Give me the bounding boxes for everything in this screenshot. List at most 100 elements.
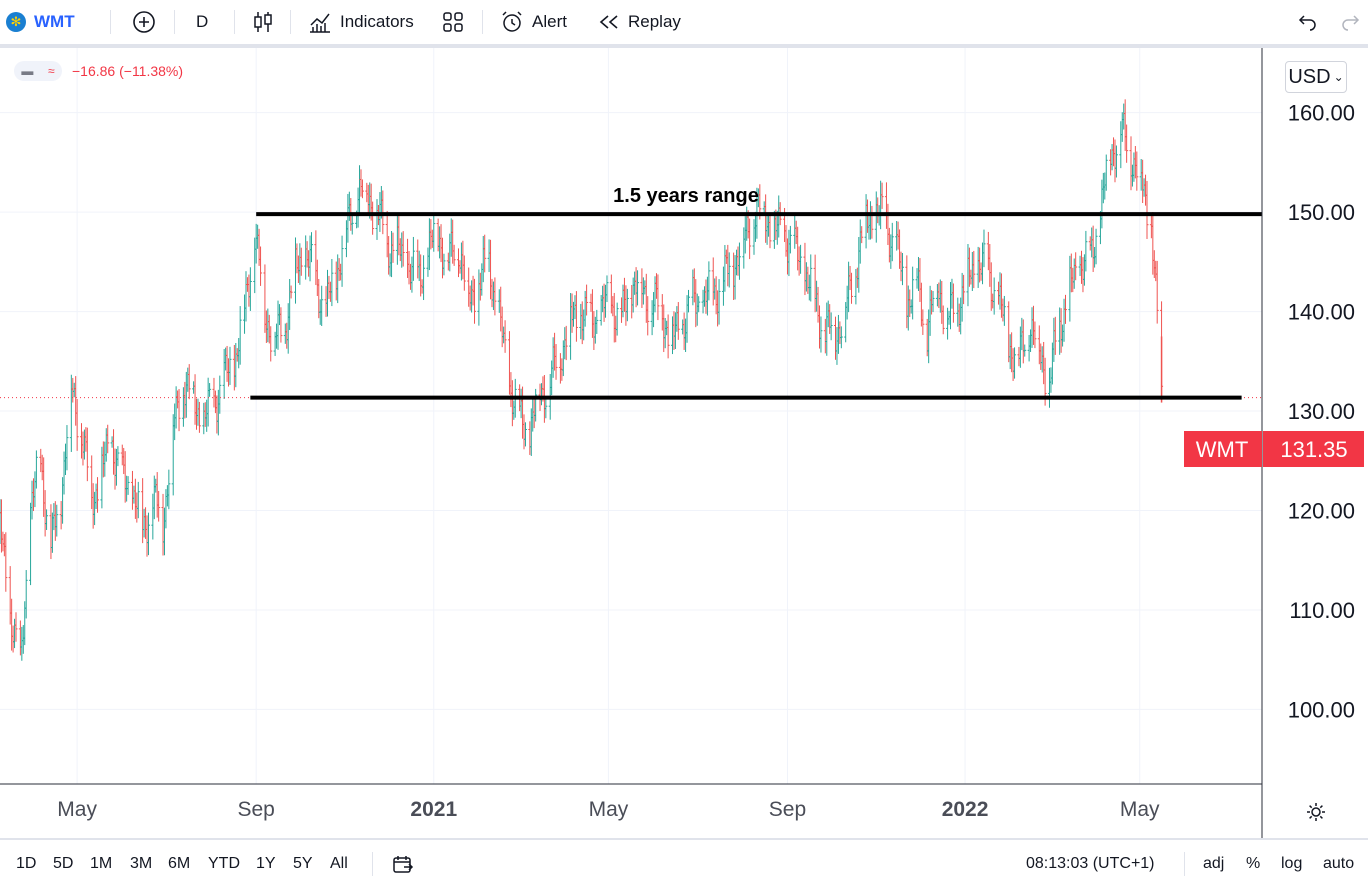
ohlc-bar <box>839 326 843 349</box>
range-label: 6M <box>168 854 191 872</box>
x-tick-label: Sep <box>769 798 806 821</box>
auto-scale-button[interactable]: auto <box>1323 840 1354 887</box>
ohlc-bar <box>493 277 497 316</box>
last-price-value: 131.35 <box>1280 437 1347 462</box>
ohlc-bar <box>646 296 650 336</box>
timezone-button[interactable]: 08:13:03 (UTC+1) <box>1026 840 1155 887</box>
redo-icon <box>1342 15 1360 31</box>
ohlc-bar <box>1023 344 1027 357</box>
indicators-icon <box>310 13 330 33</box>
compare-symbol-button[interactable] <box>132 0 156 44</box>
ohlc-bar <box>503 320 507 353</box>
ohlc-bars <box>0 99 1164 661</box>
adjust-button[interactable]: adj <box>1203 840 1224 887</box>
replay-button[interactable]: Replay <box>598 0 681 44</box>
currency-label: USD <box>1288 65 1331 88</box>
range-label: All <box>330 854 348 872</box>
range-1y-button[interactable]: 1Y <box>256 840 276 887</box>
bottombar-divider <box>1184 852 1185 876</box>
range-3m-button[interactable]: 3M <box>130 840 152 887</box>
ohlc-bar <box>228 346 232 385</box>
ohlc-bar <box>401 231 405 267</box>
range-label: 1M <box>90 854 113 872</box>
ohlc-bar <box>208 383 212 397</box>
y-tick-label: 130.00 <box>1288 399 1355 424</box>
grid-icon <box>443 12 463 32</box>
ohlc-bar <box>992 277 996 315</box>
ohlc-bar <box>187 364 191 400</box>
legend-toggle[interactable]: ▬ ≈ <box>14 61 62 81</box>
x-tick-label: May <box>1120 798 1160 821</box>
ohlc-bar <box>900 252 904 286</box>
ohlc-bar <box>585 284 589 316</box>
bottombar-divider <box>372 852 373 876</box>
ohlc-bar <box>218 375 222 414</box>
percent-scale-button[interactable]: % <box>1246 840 1260 887</box>
gear-icon <box>1307 803 1325 821</box>
y-tick-label: 160.00 <box>1288 101 1355 126</box>
alarm-clock-icon <box>502 11 522 32</box>
ohlc-bar <box>523 422 527 447</box>
log-scale-button[interactable]: log <box>1281 840 1302 887</box>
ohlc-bar <box>371 201 375 235</box>
ohlc-bar <box>462 255 466 291</box>
undo-button[interactable] <box>1296 0 1318 44</box>
ohlc-bar <box>819 316 823 353</box>
last-price-value-box <box>1263 431 1364 467</box>
candles-icon <box>254 12 272 32</box>
calendar-goto-icon <box>393 855 414 873</box>
ohlc-bar <box>880 182 884 209</box>
x-tick-label: May <box>57 798 97 821</box>
ohlc-bar <box>340 235 344 287</box>
last-price-label: WMT 131.35 <box>1184 431 1364 467</box>
chart-type-button[interactable] <box>252 0 274 44</box>
interval-button[interactable]: D <box>196 0 208 44</box>
toolbar-divider <box>110 10 111 34</box>
ohlc-bar <box>197 401 201 433</box>
ohlc-bar <box>982 229 986 268</box>
range-1d-button[interactable]: 1D <box>16 840 36 887</box>
layouts-button[interactable] <box>442 0 464 44</box>
currency-selector[interactable]: USD ⌄ <box>1285 61 1347 93</box>
axis-settings-button[interactable] <box>1304 800 1328 829</box>
ohlc-bar <box>432 213 436 252</box>
ohlc-bar <box>330 258 334 307</box>
ohlc-bar <box>4 532 8 592</box>
ohlc-bar <box>1155 260 1159 324</box>
ohlc-bar <box>656 274 660 321</box>
range-ytd-button[interactable]: YTD <box>208 840 240 887</box>
bottom-separator <box>0 838 1368 840</box>
indicators-button[interactable]: Indicators <box>308 0 414 44</box>
y-tick-label: 140.00 <box>1288 300 1355 325</box>
rewind-icon <box>599 15 618 29</box>
ohlc-bar <box>636 270 640 306</box>
ohlc-bar <box>1084 230 1088 272</box>
ohlc-bar <box>911 266 915 320</box>
ohlc-bar <box>1125 124 1129 163</box>
redo-button[interactable] <box>1340 0 1362 44</box>
range-label: 1Y <box>256 854 276 872</box>
x-tick-label: May <box>589 798 629 821</box>
ohlc-bar <box>269 326 273 362</box>
ohlc-bar <box>941 305 945 335</box>
replay-label: Replay <box>628 12 681 31</box>
alert-button[interactable]: Alert <box>500 0 567 44</box>
range-1m-button[interactable]: 1M <box>90 840 112 887</box>
goto-date-button[interactable] <box>392 840 414 887</box>
price-chart[interactable]: 100.00 110.00 120.00 130.00 140.00 150.00 160.… <box>0 0 1368 840</box>
ohlc-bar <box>360 179 364 199</box>
range-5d-button[interactable]: 5D <box>53 840 73 887</box>
adj-label: adj <box>1203 854 1225 872</box>
ohlc-bar <box>299 247 303 276</box>
ohlc-bar <box>962 274 966 305</box>
last-price-symbol: WMT <box>1196 437 1249 462</box>
range-all-button[interactable]: All <box>330 840 348 887</box>
ohlc-bar <box>411 236 415 281</box>
range-6m-button[interactable]: 6M <box>168 840 190 887</box>
range-5y-button[interactable]: 5Y <box>293 840 313 887</box>
price-change: −16.86 (−11.38%) <box>72 63 184 79</box>
symbol-search-button[interactable]: ✻ WMT <box>6 0 75 44</box>
chart-legend: ▬ ≈ −16.86 (−11.38%) <box>14 61 183 81</box>
ohlc-bar <box>126 476 130 495</box>
ohlc-bar <box>1002 295 1006 326</box>
